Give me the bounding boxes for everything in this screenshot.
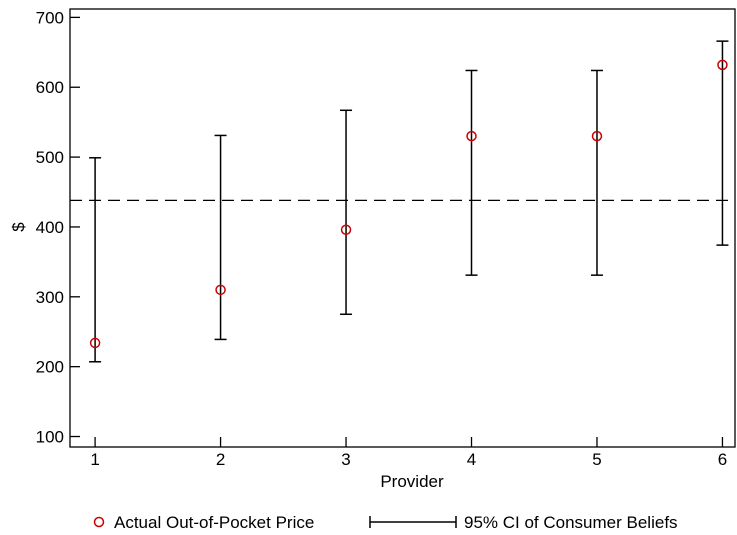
y-axis-label: $ [9, 222, 28, 232]
y-tick-label: 100 [36, 428, 64, 447]
x-axis-ticks: 1 2 3 4 5 6 [90, 437, 727, 469]
y-tick-label: 300 [36, 288, 64, 307]
data-point [466, 130, 477, 142]
legend: Actual Out-of-Pocket Price 95% CI of Con… [93, 513, 678, 532]
y-tick-label: 200 [36, 358, 64, 377]
legend-label-points: Actual Out-of-Pocket Price [114, 513, 314, 532]
data-point [89, 337, 101, 349]
x-tick-label: 3 [341, 450, 350, 469]
error-bar [590, 69, 603, 276]
x-tick-label: 4 [467, 450, 476, 469]
x-tick-label: 1 [90, 450, 99, 469]
data-point [215, 284, 226, 296]
plot-frame [69, 8, 736, 448]
data-point [340, 224, 352, 235]
y-tick-label: 700 [36, 8, 64, 27]
x-tick-label: 5 [592, 450, 601, 469]
error-bar [716, 40, 729, 246]
plot-area-border [69, 8, 736, 448]
x-axis-label: Provider [380, 472, 444, 491]
data-points [89, 59, 728, 349]
error-bar [89, 157, 102, 363]
data-point [591, 130, 603, 142]
error-bar [340, 109, 353, 316]
legend-label-ci: 95% CI of Consumer Beliefs [464, 513, 678, 532]
data-point [717, 59, 728, 71]
legend-marker-points [93, 516, 105, 528]
y-tick-label: 600 [36, 78, 64, 97]
error-bar [214, 134, 227, 341]
legend-marker-ci [369, 516, 457, 528]
y-tick-label: 500 [36, 148, 64, 167]
error-bar [465, 69, 478, 276]
y-axis-ticks: 100 200 300 400 500 600 700 [36, 8, 80, 447]
error-bars [89, 40, 729, 363]
x-tick-label: 6 [718, 450, 727, 469]
y-tick-label: 400 [36, 218, 64, 237]
x-tick-label: 2 [216, 450, 225, 469]
